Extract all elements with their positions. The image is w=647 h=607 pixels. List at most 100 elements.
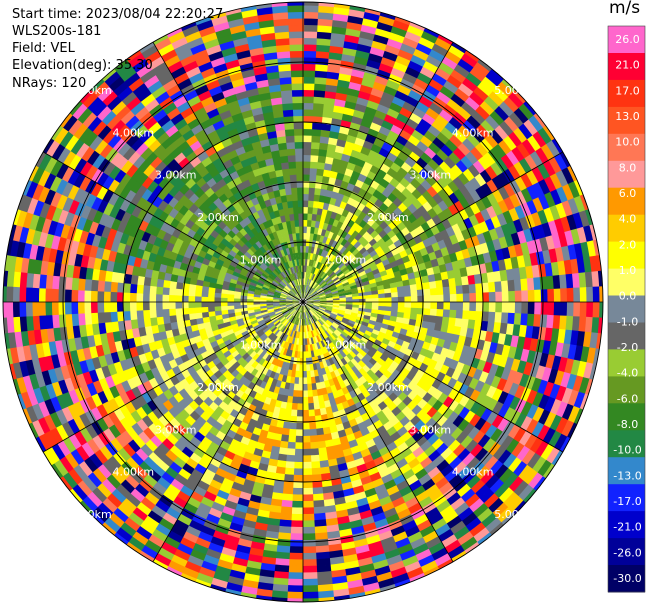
ppi-gate [457,220,468,233]
ppi-gate [344,271,352,278]
ppi-gate [486,179,499,194]
ppi-gate [303,291,306,299]
ppi-gate [306,295,312,300]
ppi-gate [341,153,352,163]
ppi-gate [416,140,430,153]
ppi-gate [313,274,319,282]
ppi-gate [314,240,320,248]
ppi-gate [548,248,558,264]
ppi-gate [323,274,330,281]
ppi-gate [361,250,370,258]
ppi-gate [396,134,409,147]
ppi-gate [518,266,528,280]
ppi-gate [452,147,467,161]
ppi-gate [428,142,442,155]
ppi-gate [351,293,360,297]
ppi-gate [310,154,319,163]
ppi-gate [332,292,340,296]
ppi-gate [448,192,460,205]
ppi-gate [422,113,437,126]
ppi-gate [366,246,376,255]
ppi-gate [344,225,352,234]
ppi-gate [331,232,338,241]
ppi-gate [467,274,476,286]
ppi-gate [328,246,335,254]
ppi-gate [366,59,382,70]
ppi-gate [491,202,504,217]
ppi-gate [504,257,513,271]
ppi-gate [382,279,390,286]
ppi-gate [319,299,327,302]
ppi-gate [345,273,354,280]
ppi-gate [346,262,354,270]
ppi-gate [435,221,447,233]
ppi-gate [390,162,402,173]
ppi-gate [303,278,306,286]
ppi-gate [304,291,307,299]
ppi-gate [386,151,398,163]
ppi-gate [514,176,528,192]
ppi-gate [333,249,341,257]
ppi-gate [428,251,438,262]
ppi-gate [339,214,347,224]
ppi-gate [368,260,377,268]
ppi-gate [431,119,446,133]
ppi-gate [303,5,320,13]
ppi-gate [549,204,561,222]
ppi-gate [376,103,391,115]
ppi-gate [328,271,336,278]
ppi-gate [315,247,321,255]
ppi-gate [579,194,589,212]
ppi-gate [330,273,337,280]
ppi-gate [317,25,334,34]
ppi-gate [477,59,493,73]
ppi-gate [409,112,423,125]
ppi-gate [313,282,319,289]
ppi-gate [350,284,358,290]
ppi-gate [513,279,522,292]
ppi-gate [336,85,350,95]
ppi-gate [310,259,315,267]
ppi-gate [392,19,411,32]
ppi-gate [303,18,319,26]
ppi-gate [378,125,392,137]
ppi-gate [550,189,563,207]
ppi-gate [319,142,329,151]
ppi-gate [336,138,347,148]
ppi-gate [394,90,410,102]
ppi-gate [313,283,320,290]
ppi-gate [371,40,388,52]
ppi-gate [307,272,311,280]
ppi-gate [424,260,433,270]
ppi-gate [404,30,423,44]
ppi-gate [348,265,356,272]
ppi-gate [361,239,370,248]
ppi-gate [494,225,506,240]
ppi-gate [304,284,306,292]
ppi-gate [310,266,315,274]
ppi-gate [436,287,444,296]
ppi-gate [325,189,334,198]
ppi-gate [309,252,314,260]
ppi-gate [358,270,367,277]
ppi-gate [303,102,315,110]
ppi-gate [454,88,471,103]
ppi-gate [330,263,337,271]
ppi-gate [449,134,463,149]
ppi-gate [384,292,392,298]
ppi-gate [434,165,447,179]
ppi-gate [345,291,353,296]
ppi-gate [358,257,367,265]
ppi-gate [421,30,439,45]
ppi-gate [303,96,315,104]
ppi-gate [318,293,326,297]
ppi-gate [313,89,326,98]
ppi-gate [488,281,496,293]
ppi-gate [341,279,349,285]
ppi-gate [311,253,317,261]
ppi-gate [342,248,350,256]
ppi-gate [303,271,305,279]
ppi-gate [355,279,363,285]
ppi-gate [407,167,420,179]
ppi-gate [329,285,337,290]
